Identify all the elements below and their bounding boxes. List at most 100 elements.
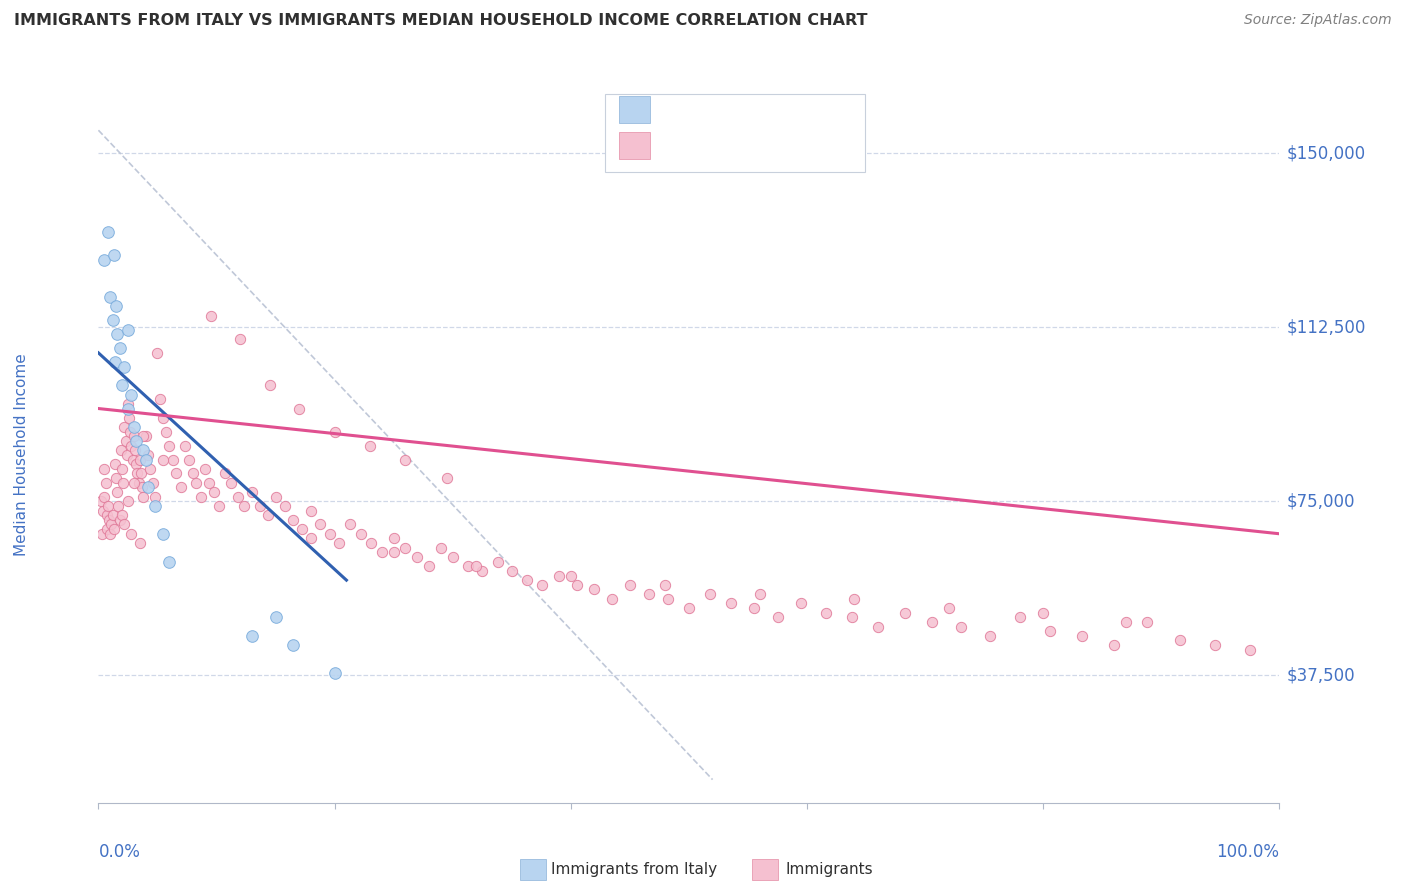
- Point: [149, 392, 172, 407]
- Point: [97, 499, 120, 513]
- Point: [101, 313, 124, 327]
- Point: [121, 452, 143, 467]
- Point: [105, 485, 128, 500]
- Point: [105, 327, 128, 342]
- Text: $37,500: $37,500: [1286, 666, 1355, 684]
- Point: [323, 425, 346, 439]
- Point: [866, 619, 889, 633]
- Point: [720, 596, 742, 610]
- Point: [619, 578, 641, 592]
- Point: [122, 475, 145, 490]
- Point: [436, 471, 458, 485]
- Point: [257, 508, 280, 523]
- Point: [136, 448, 159, 462]
- Point: [142, 475, 165, 490]
- Point: [202, 485, 225, 500]
- Point: [274, 499, 297, 513]
- Point: [654, 578, 676, 592]
- Point: [418, 559, 440, 574]
- Point: [120, 425, 142, 439]
- Point: [93, 490, 115, 504]
- Point: [98, 513, 121, 527]
- Text: $112,500: $112,500: [1286, 318, 1365, 336]
- Point: [1136, 615, 1159, 629]
- Point: [122, 420, 145, 434]
- Text: R = -0.388   N = 147: R = -0.388 N = 147: [661, 138, 830, 153]
- Point: [600, 591, 623, 606]
- Point: [186, 475, 208, 490]
- Point: [110, 443, 132, 458]
- Point: [637, 587, 659, 601]
- Point: [1008, 610, 1031, 624]
- Point: [146, 346, 169, 360]
- Point: [143, 499, 166, 513]
- Point: [132, 490, 155, 504]
- Point: [531, 578, 554, 592]
- Point: [111, 378, 134, 392]
- Point: [844, 591, 866, 606]
- Point: [162, 452, 184, 467]
- Point: [1115, 615, 1137, 629]
- Point: [430, 541, 453, 555]
- Point: [96, 508, 118, 523]
- Point: [121, 387, 143, 401]
- Point: [165, 467, 187, 481]
- Point: [1071, 629, 1094, 643]
- Point: [152, 452, 174, 467]
- Point: [194, 462, 217, 476]
- Point: [132, 443, 155, 458]
- Point: [949, 619, 972, 633]
- Point: [124, 443, 146, 458]
- Text: Immigrants from Italy: Immigrants from Italy: [551, 863, 717, 877]
- Point: [465, 559, 488, 574]
- Text: Immigrants: Immigrants: [786, 863, 873, 877]
- Point: [105, 300, 128, 314]
- Point: [394, 541, 416, 555]
- Point: [112, 475, 135, 490]
- Point: [170, 480, 193, 494]
- Point: [548, 568, 571, 582]
- Point: [115, 448, 138, 462]
- Point: [360, 536, 382, 550]
- Point: [111, 508, 134, 523]
- Point: [143, 490, 166, 504]
- Point: [135, 452, 157, 467]
- Point: [657, 591, 679, 606]
- Text: 0.0%: 0.0%: [98, 843, 141, 861]
- Point: [457, 559, 479, 574]
- Point: [125, 434, 148, 448]
- Point: [152, 410, 174, 425]
- Point: [742, 601, 765, 615]
- Point: [1239, 642, 1261, 657]
- Point: [112, 517, 135, 532]
- Point: [226, 490, 249, 504]
- Point: [128, 452, 150, 467]
- Point: [359, 439, 381, 453]
- Text: Median Household Income: Median Household Income: [14, 353, 28, 557]
- Point: [157, 555, 180, 569]
- Point: [471, 564, 494, 578]
- Point: [129, 467, 152, 481]
- Point: [91, 526, 114, 541]
- Point: [219, 475, 242, 490]
- Point: [117, 397, 139, 411]
- Point: [240, 629, 263, 643]
- Point: [299, 532, 322, 546]
- Point: [139, 462, 162, 476]
- Point: [96, 522, 118, 536]
- Point: [112, 420, 135, 434]
- Text: 100.0%: 100.0%: [1216, 843, 1279, 861]
- Point: [125, 457, 148, 471]
- Point: [198, 475, 221, 490]
- Point: [107, 499, 129, 513]
- Point: [94, 475, 117, 490]
- Point: [1039, 624, 1062, 639]
- Point: [259, 378, 281, 392]
- Point: [894, 606, 917, 620]
- Point: [441, 549, 464, 564]
- Point: [112, 359, 135, 374]
- Point: [90, 494, 112, 508]
- Point: [583, 582, 606, 597]
- Point: [349, 526, 371, 541]
- Point: [155, 425, 177, 439]
